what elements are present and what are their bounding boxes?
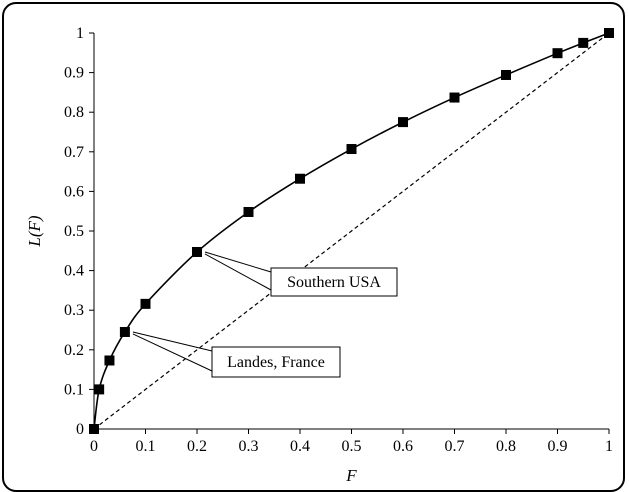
data-point-marker bbox=[578, 37, 589, 48]
y-tick-label: 0.8 bbox=[64, 104, 84, 121]
callout-label: Landes, France bbox=[227, 354, 325, 371]
y-tick-label: 0.5 bbox=[64, 223, 84, 240]
y-tick-label: 0.4 bbox=[64, 263, 84, 280]
x-tick-label: 0.8 bbox=[496, 438, 516, 455]
data-point-marker bbox=[552, 48, 563, 59]
x-tick-label: 0 bbox=[90, 438, 98, 455]
callout-leader-line bbox=[132, 331, 213, 352]
x-axis-title: F bbox=[345, 466, 357, 483]
x-tick-label: 0.4 bbox=[290, 438, 310, 455]
y-tick-label: 0.7 bbox=[64, 144, 84, 161]
data-point-marker bbox=[94, 384, 105, 395]
x-tick-label: 1 bbox=[605, 438, 613, 455]
annotations: Southern USA Landes, France bbox=[132, 251, 398, 378]
callout-leader-line bbox=[204, 251, 272, 273]
equality-line bbox=[93, 32, 610, 430]
callout-label: Southern USA bbox=[287, 274, 381, 291]
series bbox=[89, 28, 614, 434]
x-tick-label: 0.5 bbox=[342, 438, 362, 455]
callout-box bbox=[270, 267, 398, 297]
data-point-marker bbox=[119, 326, 130, 337]
data-point-marker bbox=[295, 173, 305, 184]
x-tick-label: 0.2 bbox=[187, 438, 207, 455]
axes: 0 0.1 0.2 0.3 0.4 0.5 0.6 0.7 0.8 0.9 1 0 0.1 0.2 0.3 0… bbox=[64, 25, 613, 455]
callout-leader-line bbox=[204, 253, 272, 291]
x-tick-label: 0.1 bbox=[136, 438, 156, 455]
y-tick-label: 0.1 bbox=[64, 381, 84, 398]
y-tick-label: 0.3 bbox=[64, 302, 84, 319]
y-tick-label: 0.9 bbox=[64, 65, 84, 82]
data-point-marker bbox=[346, 144, 357, 155]
callout: Southern USA bbox=[204, 251, 398, 297]
callout-leader-line bbox=[132, 333, 213, 372]
data-point-marker bbox=[140, 298, 151, 309]
callout-box bbox=[211, 346, 341, 378]
data-point-marker bbox=[604, 28, 614, 38]
y-tick-label: 0.6 bbox=[64, 183, 84, 200]
y-tick-label: 0 bbox=[76, 421, 84, 438]
x-tick-label: 0.7 bbox=[445, 438, 465, 455]
y-tick-label: 1 bbox=[76, 25, 84, 42]
callout: Landes, France bbox=[132, 331, 341, 378]
data-point-marker bbox=[449, 92, 460, 103]
x-tick-label: 0.9 bbox=[548, 438, 568, 455]
data-point-marker bbox=[104, 355, 115, 366]
y-tick-label: 0.2 bbox=[64, 342, 84, 359]
x-tick-label: 0.3 bbox=[239, 438, 259, 455]
data-point-marker bbox=[192, 246, 202, 257]
data-point-marker bbox=[398, 117, 408, 128]
y-axis-title: L(F) bbox=[25, 215, 44, 248]
x-tick-label: 0.6 bbox=[393, 438, 413, 455]
data-point-marker bbox=[243, 206, 254, 217]
data-point-marker bbox=[501, 69, 511, 80]
